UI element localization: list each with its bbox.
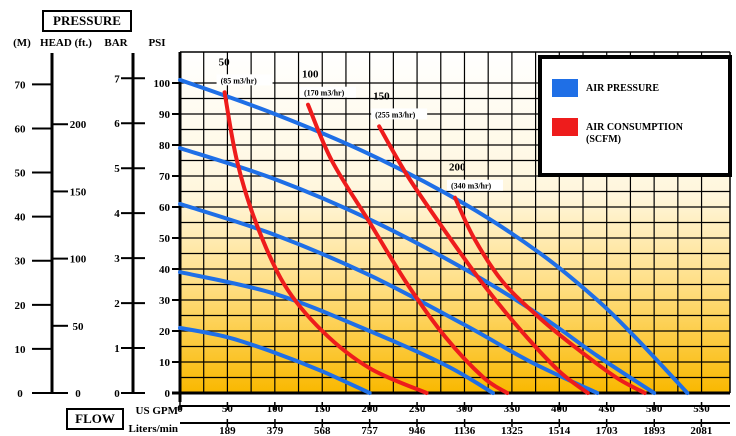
gpm-tick-label: 250 <box>409 403 426 415</box>
m-tick-label: 30 <box>15 256 27 268</box>
ft-tick-label: 50 <box>73 321 85 333</box>
gpm-tick-label: 550 <box>693 403 710 415</box>
psi-tick-label: 90 <box>159 109 171 121</box>
bar-tick-label: 6 <box>114 118 120 130</box>
scfm-label: 100 <box>302 69 319 81</box>
gpm-tick-label: 500 <box>646 403 663 415</box>
ft-tick-label: 100 <box>70 254 87 266</box>
legend-label-0: AIR PRESSURE <box>586 83 659 94</box>
psi-tick-label: 60 <box>159 202 171 214</box>
scfm-label: 50 <box>219 56 231 68</box>
psi-tick-label: 20 <box>159 326 171 338</box>
m-tick-label: 20 <box>15 300 27 312</box>
flow-header: FLOW <box>66 408 124 430</box>
lpm-tick-label: 757 <box>361 425 378 436</box>
gpm-tick-label: 350 <box>504 403 521 415</box>
gpm-tick-label: 450 <box>598 403 615 415</box>
bar-tick-label: 2 <box>114 298 120 310</box>
lpm-tick-label: 189 <box>219 425 236 436</box>
bar-tick-label: 5 <box>114 163 120 175</box>
axes: (M) HEAD (ft.) BAR PSI010203040506070050100… <box>13 37 730 436</box>
annotations: 50 (85 m3/hr) 100 (170 m3/hr) 150 (255 m3/hr)… <box>216 56 503 191</box>
psi-axis-title: PSI <box>148 37 165 49</box>
m3-label: (85 m3/hr) <box>221 76 258 85</box>
air-pressure-curve-1 <box>178 146 657 395</box>
air-pressure-curve-4 <box>178 325 372 395</box>
legend-swatch-0 <box>552 79 578 97</box>
bar-tick-label: 4 <box>114 208 120 220</box>
psi-tick-label: 70 <box>159 171 171 183</box>
lpm-tick-label: 1325 <box>501 425 524 436</box>
m-tick-label: 40 <box>15 212 27 224</box>
gpm-tick-label: 300 <box>456 403 473 415</box>
head-axis-title: HEAD (ft.) <box>40 37 92 49</box>
lpm-tick-label: 1893 <box>643 425 666 436</box>
annotation-bg <box>371 108 428 120</box>
gpm-tick-label: 150 <box>314 403 331 415</box>
m3-label: (340 m3/hr) <box>451 182 492 191</box>
m-tick-label: 0 <box>17 388 23 400</box>
air-consumption-curve-5 <box>222 90 429 395</box>
lpm-axis-title: Liters/min <box>129 423 179 435</box>
lpm-tick-label: 1136 <box>454 425 476 436</box>
lpm-tick-label: 946 <box>409 425 426 436</box>
air-pressure-curve-2 <box>178 201 600 395</box>
gpm-tick-label: 400 <box>551 403 568 415</box>
scfm-label: 200 <box>449 162 466 174</box>
m3-label: (255 m3/hr) <box>375 110 416 119</box>
gpm-tick-label: 50 <box>222 403 234 415</box>
psi-tick-label: 50 <box>159 233 171 245</box>
air-consumption-curve-8 <box>453 195 647 395</box>
lpm-tick-label: 1514 <box>548 425 571 436</box>
series-group <box>178 77 690 395</box>
annotation-bg <box>300 86 357 98</box>
scfm-label: 150 <box>373 90 390 102</box>
m-tick-label: 50 <box>15 168 27 180</box>
m-tick-label: 60 <box>15 123 27 135</box>
m-tick-label: 10 <box>15 344 27 356</box>
lpm-tick-label: 2081 <box>690 425 712 436</box>
lpm-tick-label: 568 <box>314 425 331 436</box>
pressure-header: PRESSURE <box>42 10 132 32</box>
bar-tick-label: 1 <box>114 343 120 355</box>
ft-tick-label: 0 <box>75 388 81 400</box>
bar-tick-label: 0 <box>114 388 120 400</box>
lpm-tick-label: 379 <box>267 425 284 436</box>
psi-tick-label: 40 <box>159 264 171 276</box>
gpm-tick-label: 200 <box>361 403 378 415</box>
legend-swatch-1 <box>552 118 578 136</box>
lpm-tick-label: 1703 <box>596 425 619 436</box>
m-tick-label: 70 <box>15 79 27 91</box>
gpm-axis-title: US GPM <box>136 405 179 417</box>
annotation-bg <box>447 179 503 191</box>
legend: AIR PRESSURE AIR CONSUMPTION (SCFM) <box>538 55 732 177</box>
psi-tick-label: 100 <box>154 78 171 90</box>
air-consumption-curve-7 <box>377 124 590 395</box>
gpm-tick-label: 0 <box>177 403 183 415</box>
annotation-bg <box>216 74 273 86</box>
legend-box <box>538 55 732 177</box>
m-axis-title: (M) <box>13 37 31 49</box>
bar-tick-label: 7 <box>114 73 120 85</box>
gpm-tick-label: 100 <box>267 403 284 415</box>
psi-tick-label: 0 <box>165 388 171 400</box>
air-pressure-curve-3 <box>178 270 495 395</box>
air-consumption-curve-6 <box>306 102 510 395</box>
ft-tick-label: 200 <box>70 119 87 131</box>
bar-tick-label: 3 <box>114 253 120 265</box>
air-pressure-curve-0 <box>178 77 690 395</box>
psi-tick-label: 80 <box>159 140 171 152</box>
ft-tick-label: 150 <box>70 186 87 198</box>
bar-axis-title: BAR <box>104 37 128 49</box>
psi-tick-label: 10 <box>159 357 171 369</box>
psi-tick-label: 30 <box>159 295 171 307</box>
legend-label-1: AIR CONSUMPTION (SCFM) <box>586 122 684 145</box>
m3-label: (170 m3/hr) <box>304 89 345 98</box>
